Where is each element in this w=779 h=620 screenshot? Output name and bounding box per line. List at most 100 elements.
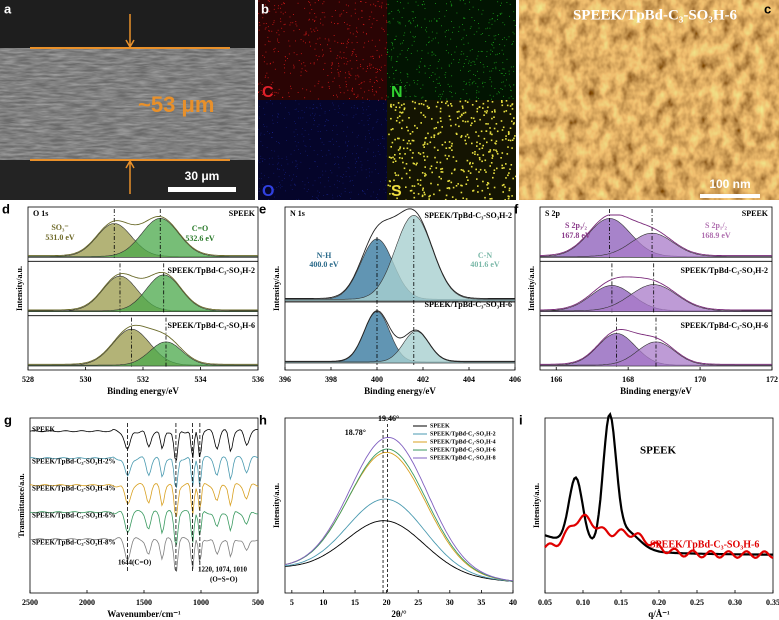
element-dot (369, 142, 370, 143)
element-dot (466, 56, 468, 57)
element-dot (333, 104, 334, 106)
element-dot (470, 26, 472, 28)
element-dot (429, 77, 430, 78)
element-dot (265, 75, 267, 77)
element-dot (437, 42, 439, 44)
element-dot (314, 20, 316, 21)
element-dot (346, 151, 347, 152)
element-dot (381, 27, 383, 29)
element-dot (266, 147, 268, 148)
element-dot (354, 12, 356, 14)
element-dot (313, 118, 315, 119)
element-dot (493, 35, 495, 37)
peak-fit (284, 215, 516, 302)
sample-label: SPEEK/TpBd-C₃-SO₃H-2% (32, 458, 116, 466)
element-dot (371, 171, 373, 173)
element-dot (448, 155, 450, 157)
element-dot (340, 176, 342, 177)
spectrum (29, 483, 259, 518)
element-dot (369, 118, 370, 119)
element-dot (282, 13, 284, 15)
element-dot (464, 17, 466, 19)
panel-c: SPEEK/TpBd-C₃-SO₃H-6 100 nm c (519, 0, 779, 200)
element-dot (430, 165, 433, 167)
element-dot (272, 115, 273, 117)
element-dot (424, 175, 426, 177)
element-dot (375, 163, 376, 164)
element-dot (273, 8, 275, 10)
element-dot (484, 110, 486, 113)
element-dot (423, 146, 425, 148)
element-dot (489, 198, 491, 200)
element-dot (412, 162, 415, 165)
element-dot (511, 103, 514, 105)
element-dot (361, 169, 363, 171)
element-dot (486, 66, 488, 67)
element-dot (295, 160, 297, 161)
element-dot (505, 177, 507, 179)
element-dot (259, 82, 261, 84)
element-dot (317, 83, 319, 85)
panel-g: 2500 2000 1500 1000 500Wavenumber/cm⁻¹Transm… (4, 412, 264, 619)
element-dot (358, 84, 360, 85)
element-dot (370, 67, 372, 69)
element-dot (435, 105, 438, 108)
element-dot (380, 66, 382, 68)
element-dot (285, 60, 286, 62)
element-dot (269, 158, 270, 159)
element-dot (337, 180, 338, 182)
element-dot (338, 62, 339, 64)
element-dot (439, 131, 442, 134)
element-dot (449, 86, 450, 88)
element-dot (277, 7, 279, 9)
x-tick-label: 400 (371, 375, 383, 384)
element-dot (390, 105, 392, 107)
element-dot (375, 90, 377, 92)
element-dot (428, 198, 430, 200)
element-dot (392, 104, 395, 106)
element-dot (428, 41, 430, 43)
element-dot (403, 34, 405, 36)
element-dot (258, 191, 260, 192)
element-dot (260, 90, 262, 91)
element-dot (389, 185, 391, 187)
element-dot (312, 19, 314, 21)
element-dot (353, 107, 355, 109)
element-dot (338, 156, 340, 158)
sample-label: SPEEK (640, 445, 677, 457)
element-dot (393, 78, 395, 80)
element-dot (375, 72, 377, 73)
element-dot (358, 18, 360, 20)
element-dot (422, 144, 425, 146)
element-dot (412, 17, 414, 19)
element-dot (264, 28, 266, 30)
element-dot (451, 92, 452, 93)
element-dot (514, 25, 516, 26)
element-dot (286, 159, 288, 160)
element-dot (367, 160, 369, 161)
element-dot (266, 72, 268, 74)
element-dot (262, 158, 264, 159)
element-dot (497, 1, 499, 3)
element-dot (493, 62, 495, 64)
element-dot (266, 63, 268, 65)
element-dot (353, 115, 355, 117)
element-dot (386, 42, 388, 44)
element-dot (476, 178, 478, 180)
element-dot (471, 17, 473, 18)
element-dot (381, 97, 383, 99)
element-dot (391, 42, 393, 43)
element-dot (437, 61, 439, 62)
element-dot (419, 179, 422, 181)
element-dot (343, 131, 345, 132)
element-dot (492, 44, 494, 46)
element-dot (317, 154, 319, 156)
element-dot (482, 102, 485, 105)
element-dot (509, 3, 511, 5)
element-dot (289, 24, 291, 26)
element-dot (507, 139, 510, 141)
element-dot (476, 31, 478, 33)
element-dot (490, 49, 492, 51)
element-dot (368, 168, 370, 169)
